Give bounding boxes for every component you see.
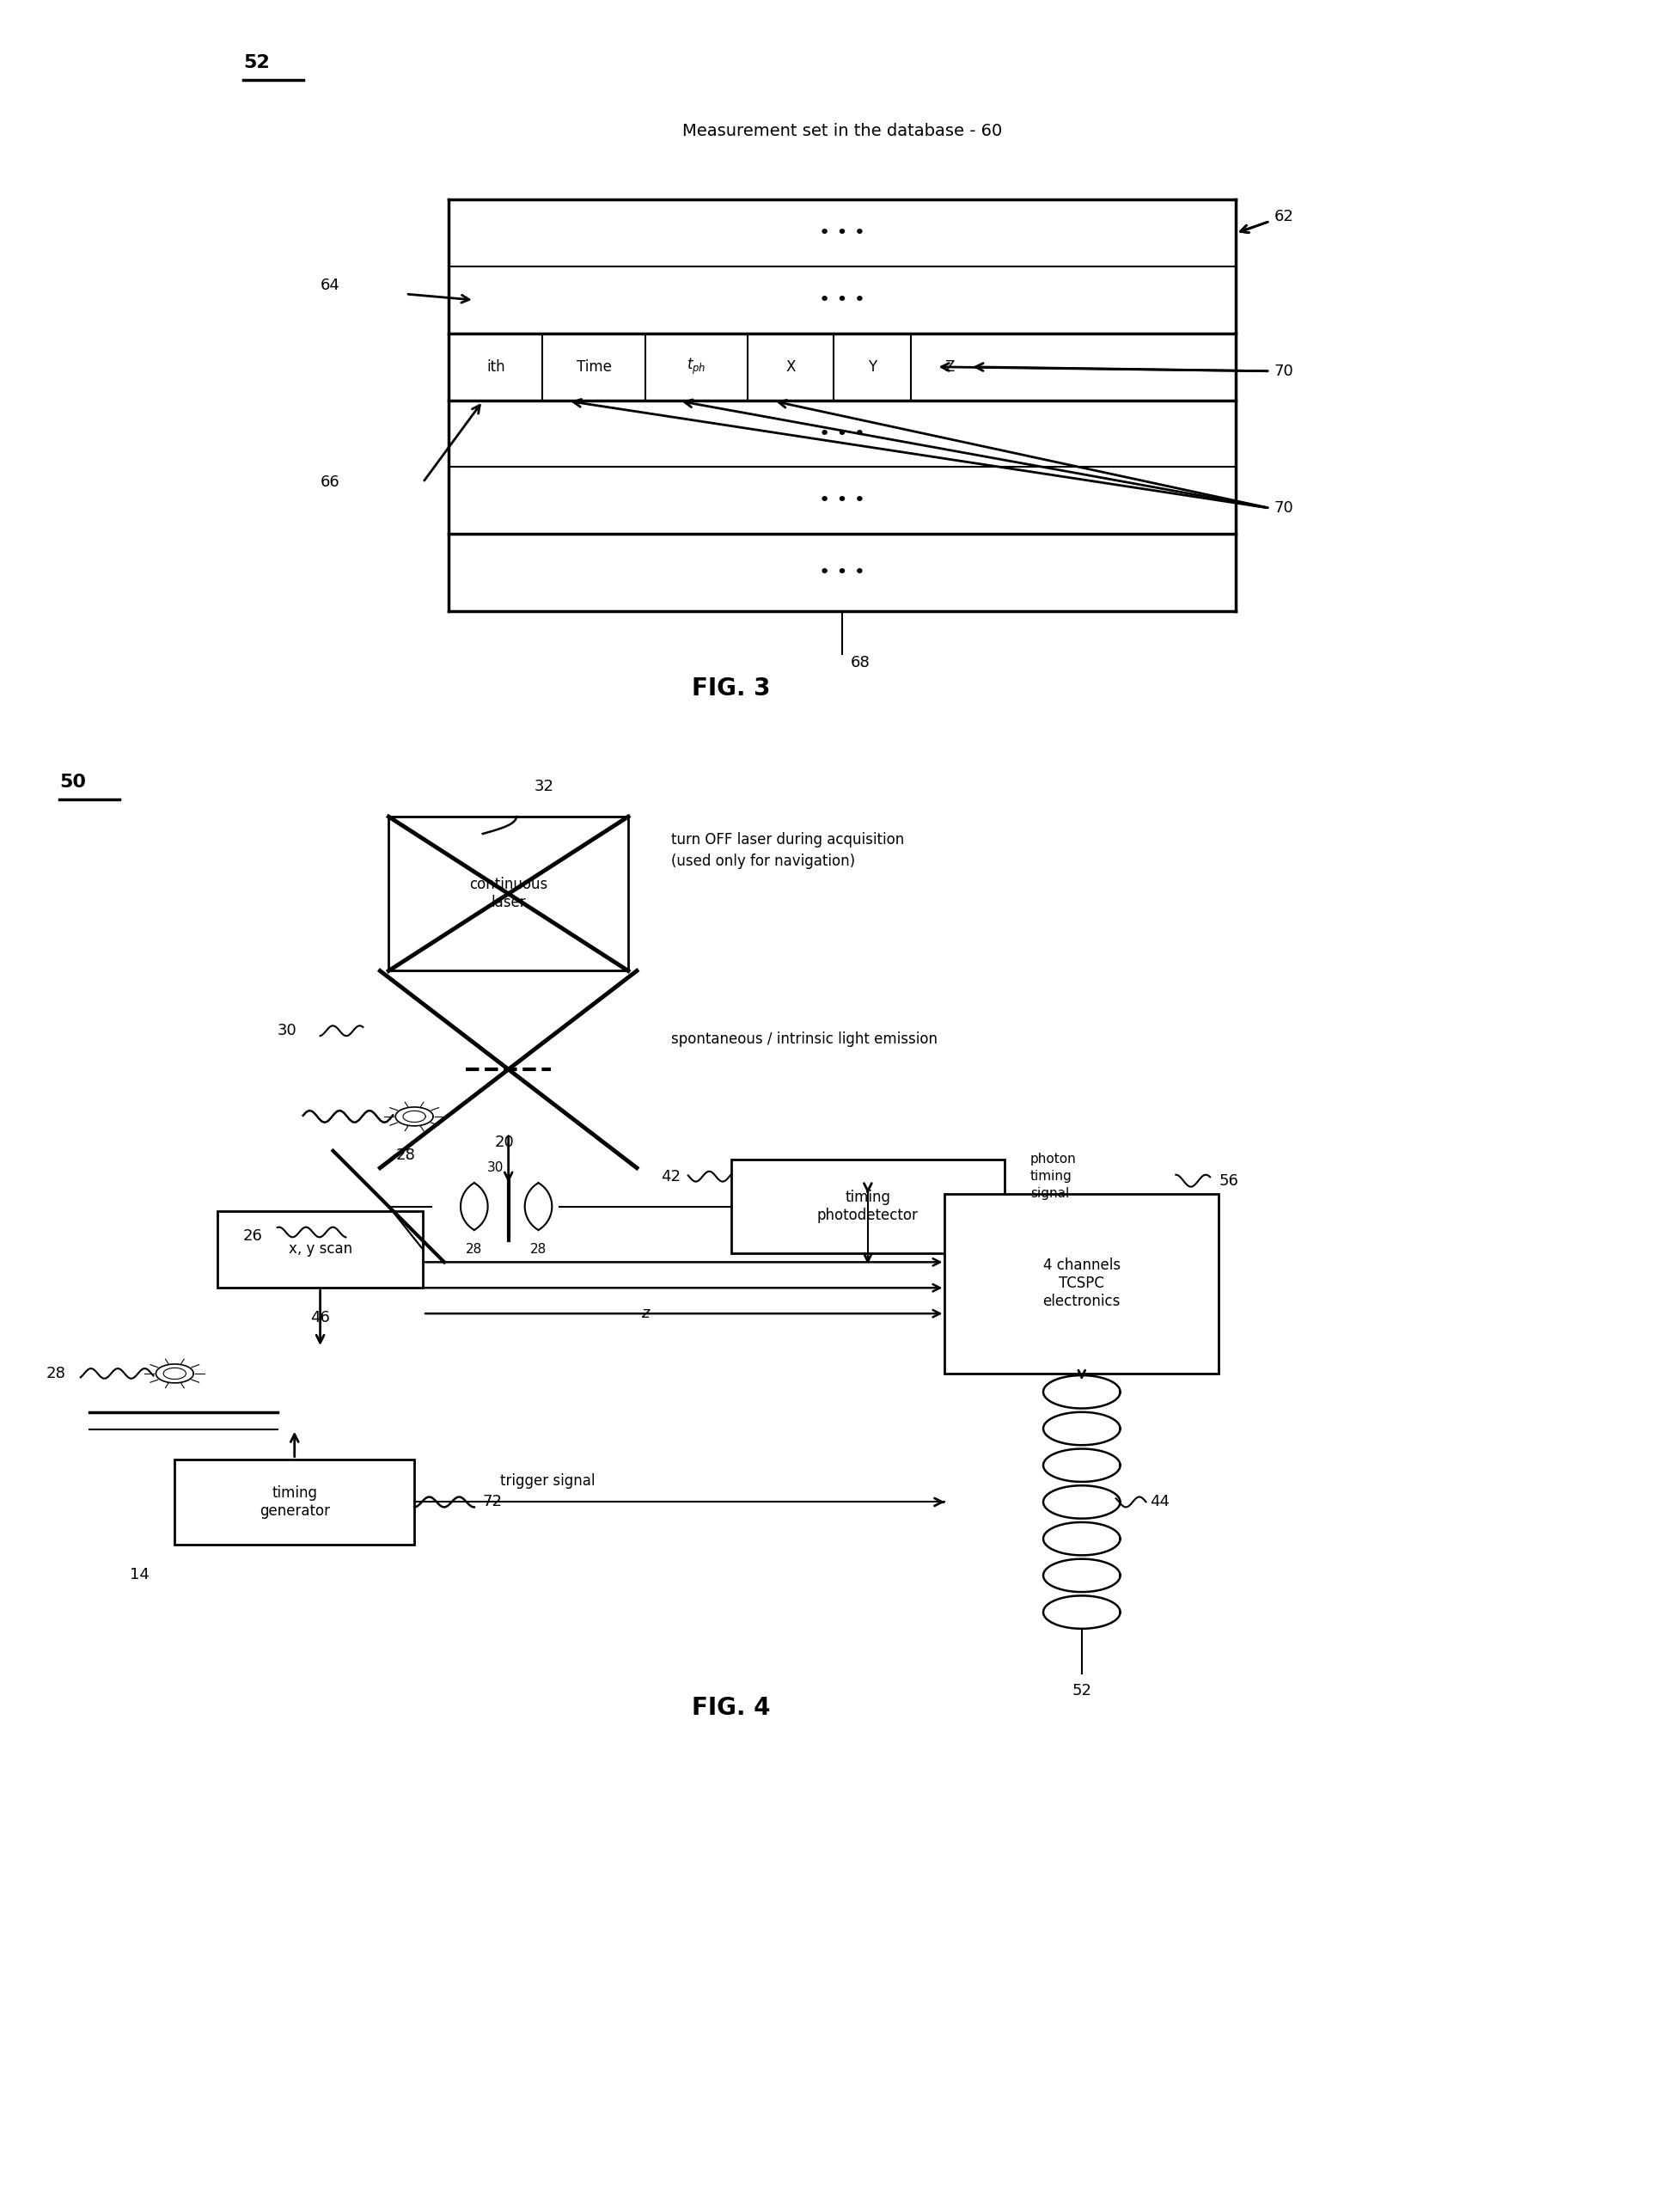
Text: 70: 70 (1273, 500, 1294, 515)
Text: X: X (786, 359, 795, 375)
Text: timing
generator: timing generator (259, 1485, 329, 1518)
Text: 30: 30 (277, 1023, 297, 1039)
Bar (731, 1159, 1005, 1253)
Text: 72: 72 (482, 1494, 502, 1510)
Bar (944, 1194, 1218, 1374)
Text: 56: 56 (1218, 1172, 1238, 1188)
Text: 68: 68 (850, 655, 870, 670)
Text: 70: 70 (1273, 364, 1294, 379)
Text: 4 channels
TCSPC
electronics: 4 channels TCSPC electronics (1042, 1258, 1121, 1310)
Text: z: z (642, 1306, 648, 1321)
Text: Measurement set in the database - 60: Measurement set in the database - 60 (682, 123, 1001, 140)
Text: 50: 50 (59, 773, 86, 791)
Text: • • •: • • • (818, 425, 865, 443)
Text: 32: 32 (534, 780, 554, 795)
Bar (175, 1459, 413, 1545)
Text: FIG. 3: FIG. 3 (690, 677, 769, 701)
Text: $t_{ph}$: $t_{ph}$ (687, 357, 706, 377)
Text: 20: 20 (494, 1135, 514, 1150)
Text: 28: 28 (396, 1148, 415, 1163)
Text: 30: 30 (487, 1161, 504, 1174)
Text: 64: 64 (319, 278, 339, 294)
Text: Time: Time (576, 359, 612, 375)
Text: x, y scan: x, y scan (289, 1242, 351, 1258)
Text: 28: 28 (47, 1365, 66, 1380)
Text: photon
timing
signal: photon timing signal (1030, 1152, 1075, 1201)
Text: 14: 14 (129, 1567, 150, 1582)
Text: • • •: • • • (818, 493, 865, 508)
Text: turn OFF laser during acquisition
(used only for navigation): turn OFF laser during acquisition (used … (670, 833, 904, 870)
Text: 44: 44 (1149, 1494, 1169, 1510)
Text: 62: 62 (1273, 208, 1294, 226)
Text: Z: Z (944, 359, 954, 375)
Text: 26: 26 (244, 1229, 262, 1244)
Text: trigger signal: trigger signal (499, 1472, 595, 1488)
Text: • • •: • • • (818, 563, 865, 581)
Text: 52: 52 (244, 55, 269, 72)
Text: 28: 28 (465, 1242, 482, 1255)
Text: timing
photodetector: timing photodetector (816, 1190, 917, 1223)
Text: • • •: • • • (818, 291, 865, 309)
Text: 46: 46 (311, 1310, 329, 1326)
Text: spontaneous / intrinsic light emission: spontaneous / intrinsic light emission (670, 1032, 937, 1047)
Text: continuous
laser: continuous laser (469, 876, 548, 911)
Bar (388, 817, 628, 971)
Text: 66: 66 (319, 475, 339, 491)
Text: FIG. 4: FIG. 4 (690, 1696, 769, 1720)
Text: Y: Y (867, 359, 875, 375)
Text: • • •: • • • (818, 226, 865, 241)
Bar (217, 1212, 423, 1288)
Text: 28: 28 (529, 1242, 546, 1255)
Text: 52: 52 (1072, 1683, 1090, 1698)
Text: ith: ith (486, 359, 504, 375)
Text: 42: 42 (660, 1168, 680, 1183)
